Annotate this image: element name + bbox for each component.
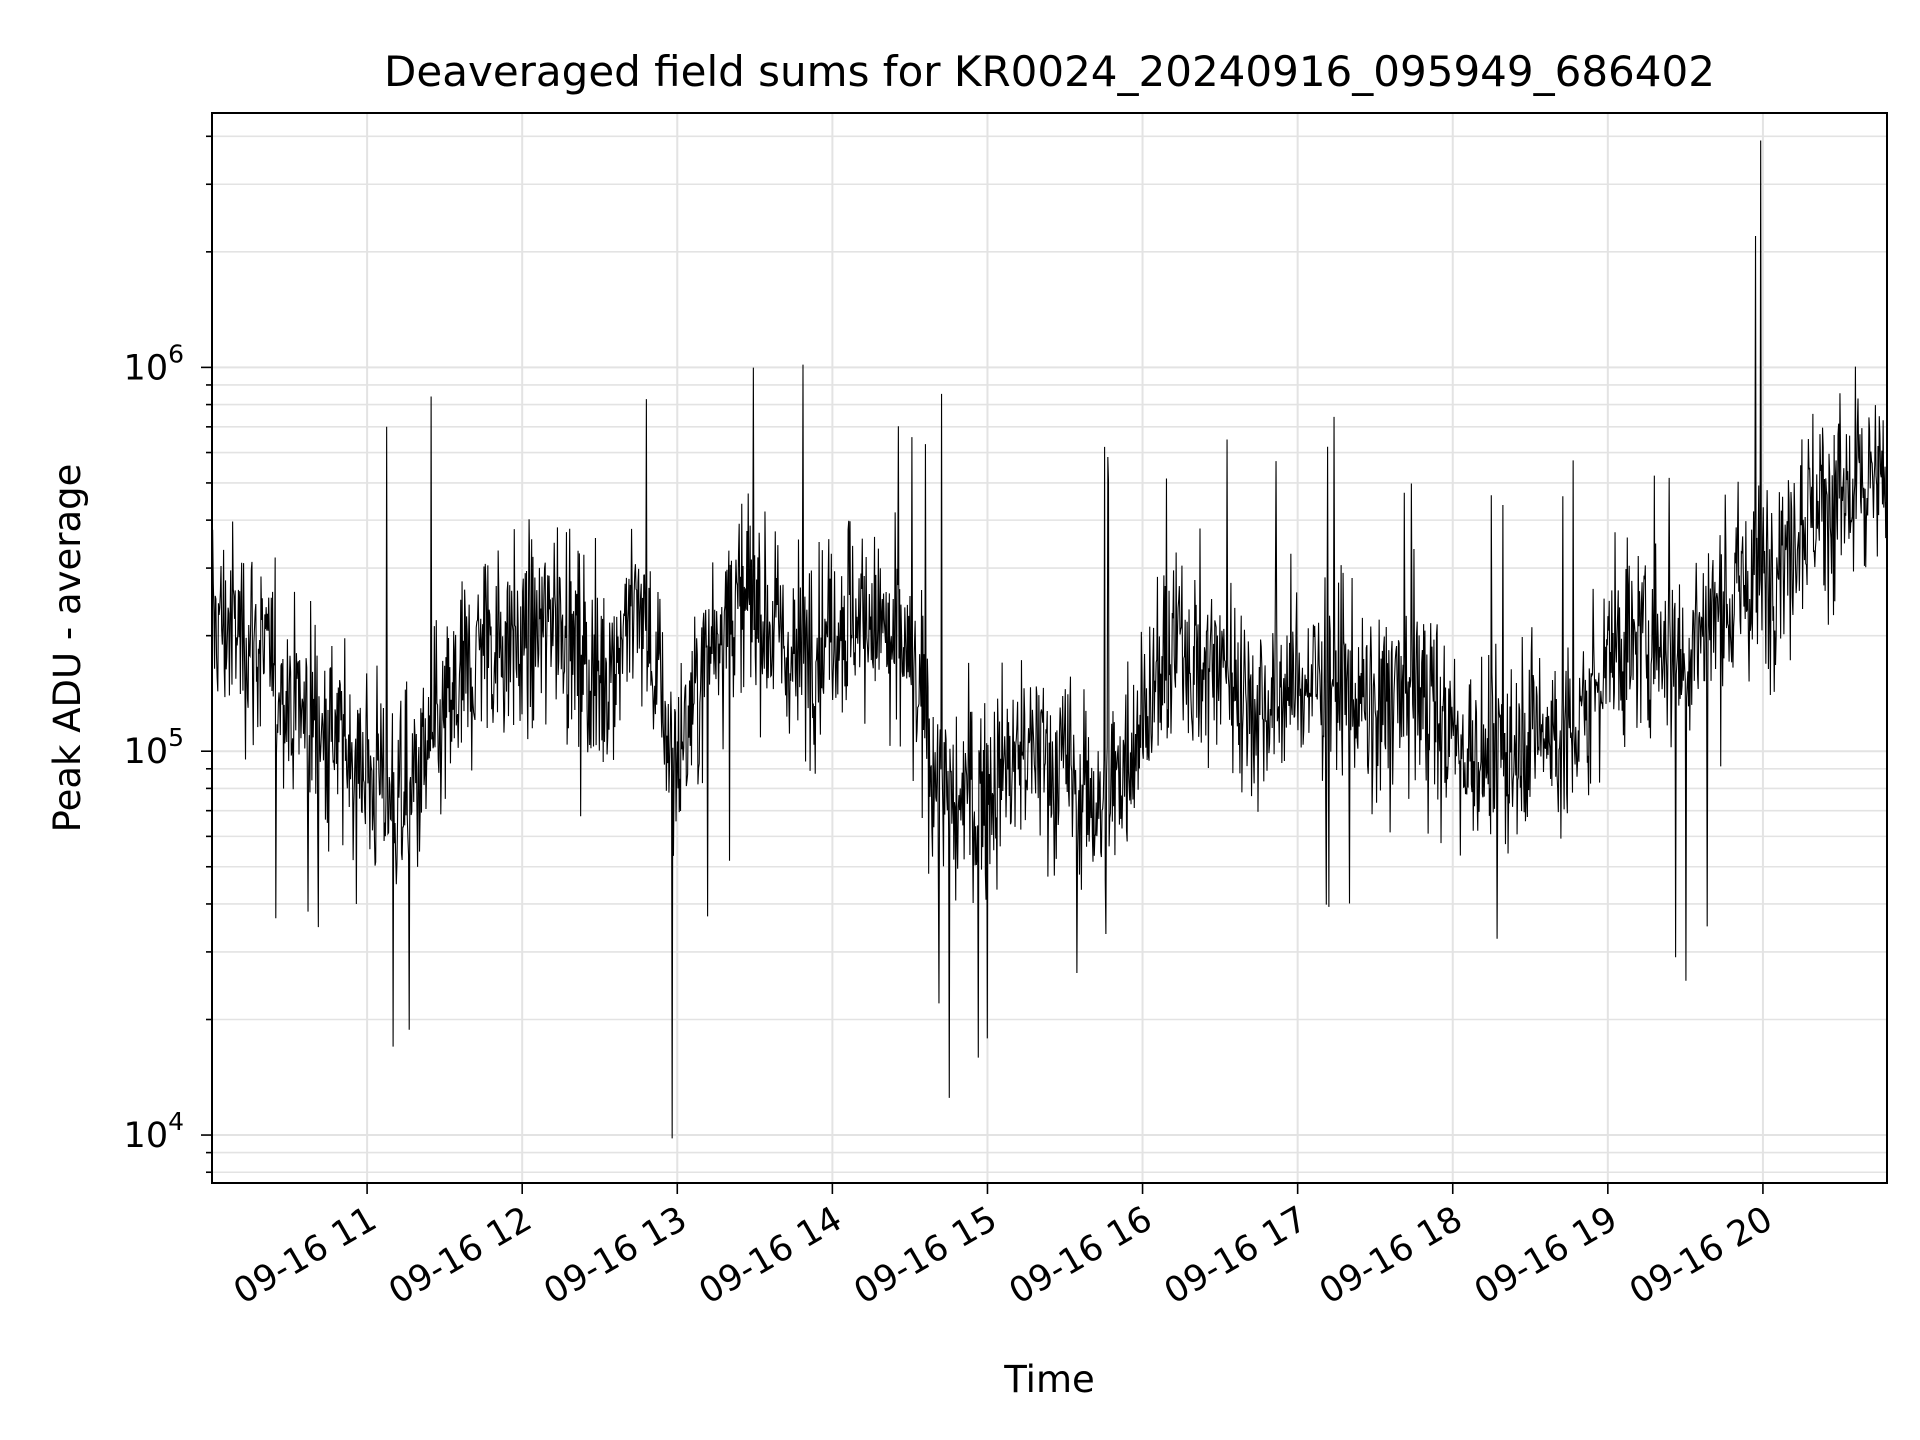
x-tick-label: 09-16 15 (848, 1199, 1004, 1312)
y-axis-label: Peak ADU - average (46, 464, 89, 833)
plot-frame (211, 112, 1888, 1184)
x-tick-label: 09-16 17 (1158, 1199, 1314, 1312)
chart-title: Deaveraged field sums for KR0024_2024091… (384, 47, 1715, 96)
x-tick-label: 09-16 13 (537, 1199, 693, 1312)
y-tick-label: 104 (124, 1107, 184, 1156)
x-tick-label: 09-16 16 (1003, 1199, 1159, 1312)
x-tick-label: 09-16 19 (1468, 1199, 1624, 1312)
x-tick-label: 09-16 12 (382, 1199, 538, 1312)
y-tick-label: 105 (124, 723, 184, 772)
x-tick-label: 09-16 18 (1313, 1199, 1469, 1312)
x-axis-label: Time (1003, 1358, 1095, 1401)
series-line (211, 140, 1888, 1139)
x-tick-label: 09-16 11 (227, 1199, 383, 1312)
x-tick-label: 09-16 20 (1623, 1199, 1779, 1312)
x-tick-label: 09-16 14 (693, 1199, 849, 1312)
series-layer (211, 140, 1888, 1139)
y-tick-label: 106 (124, 339, 184, 388)
